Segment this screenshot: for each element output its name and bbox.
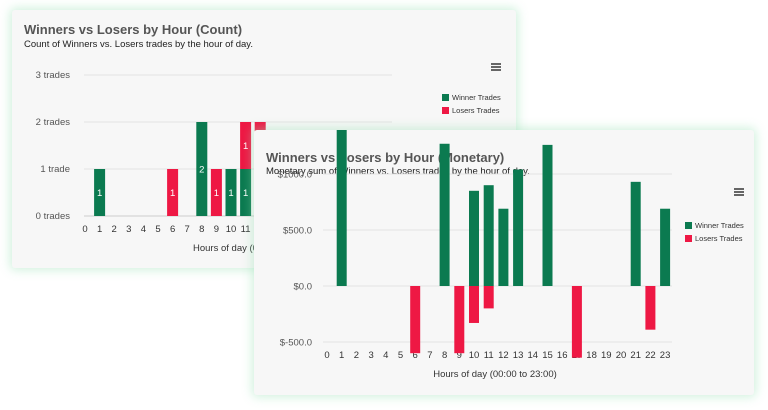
count-chart-subtitle: Count of Winners vs. Losers trades by th… [24, 39, 253, 50]
count-loser-bar [240, 122, 252, 169]
monetary-x-tick-label: 0 [324, 350, 329, 361]
count-y-tick-label: 0 trades [36, 211, 71, 222]
monetary-winner-bar [439, 143, 450, 286]
monetary-legend-winner-swatch [685, 222, 692, 229]
monetary-x-tick-label: 4 [383, 350, 388, 361]
monetary-x-tick-label: 13 [513, 350, 524, 361]
monetary-x-tick-label: 14 [528, 350, 539, 361]
count-x-tick-label: 9 [214, 224, 219, 235]
count-x-tick-label: 4 [141, 224, 146, 235]
count-bar-data-label: 2 [199, 165, 204, 176]
monetary-chart-card: Winners vs Losers by Hour (Monetary) Mon… [254, 130, 754, 395]
monetary-winner-bar [542, 144, 553, 286]
monetary-legend-winner-label: Winner Trades [695, 221, 744, 230]
count-x-tick-label: 2 [112, 224, 117, 235]
count-bar-data-label: 1 [97, 188, 102, 199]
monetary-loser-bar [454, 286, 465, 354]
monetary-x-tick-label: 3 [368, 350, 373, 361]
monetary-x-tick-label: 16 [557, 350, 568, 361]
monetary-x-tick-label: 6 [413, 350, 418, 361]
count-chart-menu-icon[interactable] [491, 63, 501, 71]
monetary-x-tick-label: 22 [645, 350, 656, 361]
monetary-winner-bar [336, 130, 347, 287]
count-loser-bar [210, 169, 222, 216]
monetary-x-tick-label: 23 [660, 350, 671, 361]
count-loser-bar [167, 169, 179, 216]
count-bar-data-label: 1 [214, 188, 219, 199]
count-chart-title: Winners vs Losers by Hour (Count) [24, 22, 243, 37]
monetary-x-axis-title: Hours of day (00:00 to 23:00) [433, 369, 557, 380]
count-x-tick-label: 1 [97, 224, 102, 235]
monetary-loser-bar [469, 286, 479, 323]
monetary-chart-plot: $1500.0$1000.0$500.0$0.0$-500.0$-1000.00… [274, 130, 744, 396]
monetary-y-tick-label: $-500.0 [280, 338, 312, 349]
count-x-tick-label: 0 [82, 224, 87, 235]
monetary-x-tick-label: 7 [427, 350, 432, 361]
monetary-y-tick-label: $500.0 [283, 226, 312, 237]
monetary-x-tick-label: 9 [457, 350, 462, 361]
count-winner-bar [240, 169, 252, 216]
count-legend-winner-swatch [442, 94, 449, 101]
monetary-x-tick-label: 21 [630, 350, 641, 361]
count-bar-data-label: 1 [243, 188, 248, 199]
monetary-winner-bar [513, 169, 524, 286]
monetary-x-tick-label: 8 [442, 350, 447, 361]
monetary-x-tick-label: 11 [484, 350, 494, 361]
monetary-chart-subtitle: Monetary sum of Winners vs. Losers trade… [266, 166, 530, 177]
monetary-winner-bar [630, 181, 641, 286]
count-x-tick-label: 8 [199, 224, 204, 235]
count-bar-data-label: 1 [170, 188, 175, 199]
count-bar-data-label: 1 [228, 188, 233, 199]
count-bar-data-label: 1 [243, 141, 248, 152]
count-x-tick-label: 5 [155, 224, 160, 235]
count-y-tick-label: 1 trade [40, 164, 70, 175]
monetary-legend-loser-swatch [685, 235, 692, 242]
count-winner-bar [196, 122, 208, 216]
count-legend-loser-label: Losers Trades [452, 106, 500, 115]
count-x-axis-title: Hours of day (0 [193, 243, 258, 254]
monetary-winner-bar [469, 190, 479, 286]
count-x-tick-label: 11 [241, 224, 251, 235]
count-legend-loser-swatch [442, 107, 449, 114]
monetary-x-tick-label: 12 [498, 350, 509, 361]
monetary-y-tick-label: $-1000.0 [274, 394, 312, 396]
monetary-chart-menu-icon[interactable] [734, 188, 744, 196]
count-x-tick-label: 7 [185, 224, 190, 235]
monetary-x-tick-label: 20 [616, 350, 627, 361]
monetary-y-tick-label: $0.0 [294, 282, 313, 293]
count-y-tick-label: 3 trades [36, 70, 71, 81]
monetary-loser-bar [410, 286, 421, 354]
count-x-tick-label: 6 [170, 224, 175, 235]
count-winner-bar [94, 169, 106, 216]
monetary-loser-bar [645, 286, 656, 330]
monetary-loser-bar [571, 286, 582, 358]
monetary-x-tick-label: 10 [469, 350, 480, 361]
count-x-tick-label: 3 [126, 224, 131, 235]
monetary-x-tick-label: 18 [586, 350, 597, 361]
monetary-winner-bar [498, 208, 509, 286]
monetary-loser-bar [483, 286, 494, 309]
monetary-winner-bar [660, 208, 671, 286]
monetary-x-tick-label: 2 [354, 350, 359, 361]
monetary-winner-bar [483, 185, 494, 286]
monetary-x-tick-label: 1 [339, 350, 344, 361]
monetary-x-tick-label: 19 [601, 350, 612, 361]
count-legend-winner-label: Winner Trades [452, 93, 501, 102]
count-winner-bar [225, 169, 237, 216]
monetary-x-tick-label: 5 [398, 350, 403, 361]
monetary-legend-loser-label: Losers Trades [695, 234, 743, 243]
monetary-x-tick-label: 15 [542, 350, 553, 361]
count-x-tick-label: 10 [226, 224, 237, 235]
monetary-y-tick-label: $1000.0 [278, 170, 312, 181]
count-y-tick-label: 2 trades [36, 117, 71, 128]
